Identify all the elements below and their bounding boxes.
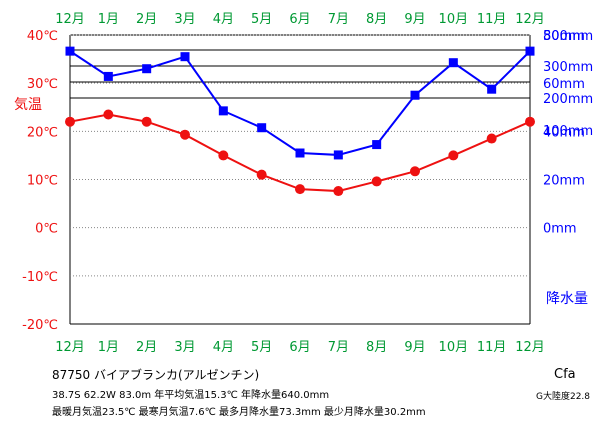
temperature-point bbox=[448, 150, 459, 161]
month-label-bottom: 3月 bbox=[174, 340, 195, 355]
precipitation-point bbox=[142, 64, 152, 74]
temperature-point bbox=[141, 116, 152, 127]
temperature-point bbox=[103, 109, 114, 120]
continentality: G大陸度22.8 bbox=[536, 392, 591, 402]
month-label-bottom: 1月 bbox=[98, 340, 119, 355]
precipitation-point bbox=[410, 90, 420, 100]
month-label-top: 5月 bbox=[251, 12, 272, 27]
temperature-point bbox=[295, 184, 305, 195]
precipitation-line bbox=[69, 50, 531, 156]
month-label-bottom: 11月 bbox=[477, 340, 507, 355]
precipitation-point bbox=[180, 52, 190, 62]
month-label-bottom: 4月 bbox=[213, 340, 234, 355]
precip-tick-label: 200mm bbox=[543, 92, 593, 107]
precipitation-point bbox=[257, 123, 267, 133]
station-summary: 38.7S 62.2W 83.0m 年平均気温15.3℃ 年降水量640.0mm bbox=[52, 390, 330, 401]
station-name: 87750 バイアブランカ(アルゼンチン) bbox=[52, 368, 260, 382]
temperature-point bbox=[486, 133, 497, 144]
month-label-top: 11月 bbox=[477, 12, 507, 27]
climate-class: Cfa bbox=[554, 367, 576, 382]
precipitation-point bbox=[103, 71, 113, 81]
precip-tick-label: 500mm bbox=[543, 29, 593, 44]
month-label-top: 8月 bbox=[366, 12, 387, 27]
precip-tick-label: 20mm bbox=[543, 174, 585, 189]
month-label-bottom: 10月 bbox=[439, 340, 469, 355]
left-axis-title: 気温 bbox=[14, 97, 42, 113]
precipitation-point bbox=[487, 84, 497, 94]
precip-tick-label: 40mm bbox=[543, 125, 585, 140]
month-label-bottom: 7月 bbox=[328, 340, 349, 355]
precipitation-point bbox=[333, 150, 343, 160]
month-label-top: 9月 bbox=[404, 12, 425, 27]
precip-tick-label: 60mm bbox=[543, 77, 585, 92]
temperature-point bbox=[333, 186, 344, 197]
month-label-bottom: 6月 bbox=[289, 340, 310, 355]
temperature-point bbox=[65, 116, 75, 127]
month-label-top: 4月 bbox=[213, 12, 234, 27]
precipitation-point bbox=[525, 46, 535, 56]
month-label-top: 12月 bbox=[515, 12, 545, 27]
temp-tick-label: 10℃ bbox=[27, 174, 58, 189]
precip-tick-label: 0mm bbox=[543, 222, 577, 237]
month-label-top: 1月 bbox=[98, 12, 119, 27]
month-label-top: 7月 bbox=[328, 12, 349, 27]
precipitation-point bbox=[295, 148, 305, 158]
temp-tick-label: 0℃ bbox=[35, 222, 58, 237]
precip-tick-label: 300mm bbox=[543, 60, 593, 75]
temperature-point bbox=[410, 166, 420, 177]
month-label-bottom: 8月 bbox=[366, 340, 387, 355]
month-label-top: 12月 bbox=[55, 12, 85, 27]
temperature-point bbox=[525, 116, 535, 127]
precipitation-point bbox=[448, 58, 458, 68]
precipitation-point bbox=[218, 106, 228, 116]
temp-tick-label: 30℃ bbox=[27, 77, 58, 92]
month-label-bottom: 12月 bbox=[515, 340, 545, 355]
precipitation-point bbox=[372, 140, 382, 150]
temp-tick-label: -10℃ bbox=[22, 270, 58, 285]
temperature-point bbox=[180, 129, 190, 140]
station-extremes: 最暖月気温23.5℃ 最寒月気温7.6℃ 最多月降水量73.3mm 最少月降水量… bbox=[52, 407, 426, 418]
temp-tick-label: 40℃ bbox=[27, 29, 58, 44]
month-label-bottom: 5月 bbox=[251, 340, 272, 355]
month-label-top: 10月 bbox=[439, 12, 469, 27]
month-label-top: 3月 bbox=[174, 12, 195, 27]
month-label-top: 2月 bbox=[136, 12, 157, 27]
temperature-point bbox=[218, 150, 229, 161]
temperature-point bbox=[256, 169, 267, 180]
temperature-point bbox=[371, 176, 382, 187]
temp-tick-label: 20℃ bbox=[27, 125, 58, 140]
temp-tick-label: -20℃ bbox=[22, 318, 58, 333]
month-label-bottom: 9月 bbox=[404, 340, 425, 355]
month-label-top: 6月 bbox=[289, 12, 310, 27]
precip-tick-label: 80mm bbox=[543, 29, 585, 44]
month-label-bottom: 12月 bbox=[55, 340, 85, 355]
month-label-bottom: 2月 bbox=[136, 340, 157, 355]
precipitation-point bbox=[65, 46, 75, 56]
right-axis-title: 降水量 bbox=[546, 291, 588, 307]
precip-tick-label: 100mm bbox=[543, 124, 593, 139]
